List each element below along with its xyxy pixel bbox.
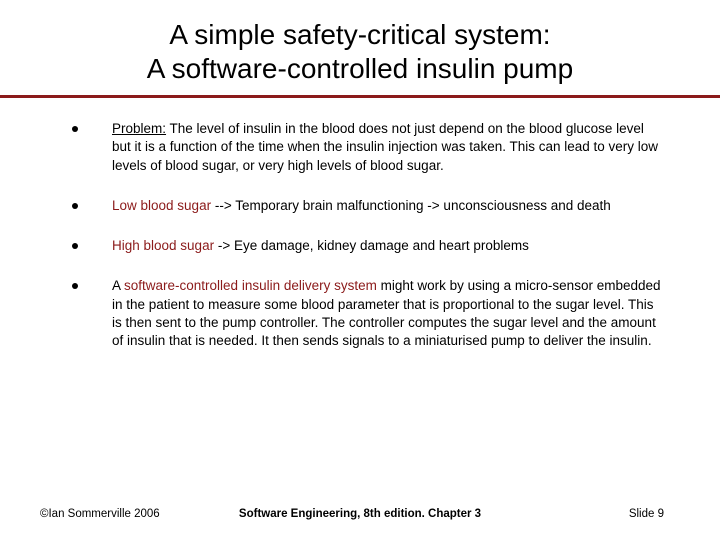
bullet-icon [72, 126, 78, 132]
bullet-text: Low blood sugar --> Temporary brain malf… [112, 197, 664, 215]
bullet-item: A software-controlled insulin delivery s… [72, 277, 664, 350]
bullet-lead-accent: software-controlled insulin delivery sys… [124, 278, 377, 293]
bullet-prefix-underlined: Problem: [112, 121, 166, 136]
bullet-remainder: --> Temporary brain malfunctioning -> un… [211, 198, 611, 213]
bullet-remainder: The level of insulin in the blood does n… [112, 121, 658, 172]
bullet-remainder: -> Eye damage, kidney damage and heart p… [214, 238, 529, 253]
footer-right-number: 9 [658, 508, 664, 520]
bullet-item: Problem: The level of insulin in the blo… [72, 120, 664, 175]
slide: A simple safety-critical system: A softw… [0, 0, 720, 540]
bullet-lead-accent: Low blood sugar [112, 198, 211, 213]
title-line-1: A simple safety-critical system: [40, 18, 680, 52]
bullet-icon [72, 243, 78, 249]
bullet-icon [72, 203, 78, 209]
footer-center: Software Engineering, 8th edition. Chapt… [239, 508, 481, 520]
title-line-2: A software-controlled insulin pump [40, 52, 680, 86]
bullet-text: A software-controlled insulin delivery s… [112, 277, 664, 350]
bullet-text: Problem: The level of insulin in the blo… [112, 120, 664, 175]
footer-right: Slide 9 [629, 508, 664, 520]
bullet-icon [72, 283, 78, 289]
bullet-text: High blood sugar -> Eye damage, kidney d… [112, 237, 664, 255]
footer-left: ©Ian Sommerville 2006 [40, 508, 160, 520]
bullet-pre: A [112, 278, 124, 293]
bullet-item: High blood sugar -> Eye damage, kidney d… [72, 237, 664, 255]
slide-title: A simple safety-critical system: A softw… [0, 0, 720, 93]
bullet-lead-accent: High blood sugar [112, 238, 214, 253]
footer-right-label: Slide [629, 508, 658, 520]
slide-footer: ©Ian Sommerville 2006 Software Engineeri… [0, 508, 720, 520]
bullet-item: Low blood sugar --> Temporary brain malf… [72, 197, 664, 215]
slide-body: Problem: The level of insulin in the blo… [0, 98, 720, 350]
